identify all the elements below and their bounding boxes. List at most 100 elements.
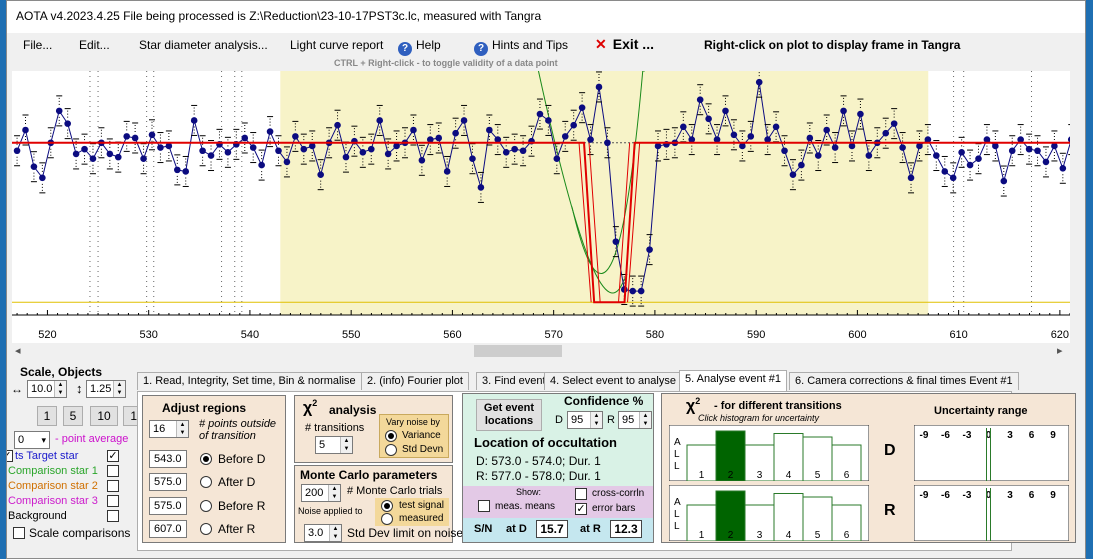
test-signal-radio[interactable] [381, 500, 393, 512]
menu-edit[interactable]: Edit... [79, 38, 110, 52]
menu-hints[interactable]: ? Hints and Tips [474, 38, 568, 56]
get-event-locations-button[interactable]: Get event locations [476, 399, 542, 431]
spinner-arrows-icon[interactable]: ▲ ▼ [329, 525, 341, 541]
confidence-d-input[interactable]: 95 ▲ ▼ [567, 411, 603, 429]
monte-carlo-trials-input[interactable]: 200 ▲ ▼ [301, 484, 341, 502]
data-point [680, 123, 687, 131]
uncertainty-tick-label: 6 [1029, 430, 1035, 441]
plot-scrollbar[interactable]: ◂ ▸ [12, 343, 1070, 359]
spinner-arrows-icon[interactable]: ▲ ▼ [639, 412, 651, 428]
x-tick-label: 540 [241, 329, 259, 341]
data-point [89, 155, 97, 163]
object-checkbox[interactable] [107, 495, 119, 507]
tab-2[interactable]: 2. (info) Fourier plot [361, 372, 469, 390]
chi-symbol: χ2 [303, 398, 318, 417]
points-outside-input[interactable]: 16 ▲ ▼ [149, 420, 189, 438]
y-scale-input[interactable]: 1.25 ▲ ▼ [86, 380, 126, 398]
x-tick-label: 560 [443, 329, 461, 341]
object-checkbox[interactable] [107, 510, 119, 522]
cross-corrln-checkbox[interactable] [575, 488, 587, 500]
spinner-arrows-icon[interactable]: ▲ ▼ [176, 421, 188, 437]
data-point [1034, 147, 1041, 155]
histogram-bin-label: 1 [699, 470, 705, 481]
window-title: AOTA v4.2023.4.25 File being processed i… [16, 9, 542, 23]
location-of-occultation-title: Location of occultation [474, 435, 617, 450]
zoom-1-button[interactable]: 1 [37, 406, 57, 426]
uncertainty-tick-label: 0 [986, 490, 992, 501]
menu-star-diameter[interactable]: Star diameter analysis... [139, 38, 268, 52]
data-point [595, 83, 603, 91]
x-scale-input[interactable]: 10.0 ▲ ▼ [27, 380, 67, 398]
std-devn-label: Std Devn [402, 444, 444, 455]
std-devn-radio[interactable] [385, 444, 397, 456]
measured-radio[interactable] [381, 513, 393, 525]
data-point [55, 107, 63, 115]
region-value-field[interactable]: 607.0 [149, 520, 187, 538]
histogram-bar [715, 430, 746, 481]
confidence-r-input[interactable]: 95 ▲ ▼ [618, 411, 652, 429]
uncertainty-tick-label: -9 [920, 490, 929, 501]
uncertainty-range-d[interactable]: -9 -6 -3 0 3 6 9 [914, 425, 1069, 481]
x-tick-label: 610 [949, 329, 967, 341]
region-radio[interactable] [200, 523, 212, 535]
meas-means-checkbox[interactable] [478, 500, 490, 512]
data-point [536, 110, 544, 118]
data-point [587, 136, 594, 143]
object-checkbox[interactable] [107, 465, 119, 477]
zoom-5-button[interactable]: 5 [63, 406, 83, 426]
tab-1[interactable]: 1. Read, Integrity, Set time, Bin & norm… [137, 372, 362, 390]
point-average-select[interactable]: 0 ▾ [14, 431, 50, 449]
histogram-bin-label: 4 [786, 470, 792, 481]
menu-exit[interactable]: ✕ Exit ... [595, 36, 654, 52]
std-dev-limit-input[interactable]: 3.0 ▲ ▼ [304, 524, 342, 542]
light-curve-svg[interactable]: 520 530 540 550 560 570 580 590 600 610 620 [12, 66, 1083, 343]
menu-file[interactable]: File... [23, 38, 53, 52]
uncertainty-range-r[interactable]: -9 -6 -3 0 3 6 9 [914, 485, 1069, 541]
fit-curve [571, 70, 645, 274]
object-label: Background [8, 510, 67, 522]
region-radio[interactable] [200, 476, 212, 488]
data-point [72, 150, 80, 158]
scroll-left-icon[interactable]: ◂ [15, 345, 21, 357]
histogram-bin-label: 3 [757, 530, 763, 541]
zoom-10-button[interactable]: 10 [90, 406, 118, 426]
data-point [840, 107, 847, 115]
data-point [182, 168, 190, 175]
data-point [494, 136, 502, 143]
histogram-all-label: L [674, 509, 680, 520]
transitions-input[interactable]: 5 ▲ ▼ [315, 436, 353, 454]
scrollbar-thumb[interactable] [474, 345, 562, 357]
target-star-leading-checkbox[interactable]: ✓ [7, 450, 13, 462]
x-tick-label: 520 [38, 329, 56, 341]
scroll-right-icon[interactable]: ▸ [1057, 345, 1063, 357]
spinner-arrows-icon[interactable]: ▲ ▼ [113, 381, 125, 397]
object-checkbox[interactable] [107, 480, 119, 492]
object-label: Comparison star 1 [8, 465, 98, 477]
tab-4[interactable]: 4. Select event to analyse [544, 372, 682, 390]
variance-radio[interactable] [385, 430, 397, 442]
menu-light-curve-report[interactable]: Light curve report [290, 38, 384, 52]
spinner-arrows-icon[interactable]: ▲ ▼ [340, 437, 352, 453]
region-value-field[interactable]: 543.0 [149, 450, 187, 468]
scale-comparisons-checkbox[interactable] [13, 527, 25, 539]
menu-help[interactable]: ? Help [398, 38, 441, 56]
region-value-field[interactable]: 575.0 [149, 497, 187, 515]
region-value-field[interactable]: 575.0 [149, 473, 187, 491]
confidence-r-label: R [607, 414, 615, 426]
tab-6[interactable]: 6. Camera corrections & final times Even… [789, 372, 1019, 390]
region-radio[interactable] [200, 453, 212, 465]
region-radio[interactable] [200, 500, 212, 512]
tab-5[interactable]: 5. Analyse event #1 [679, 370, 788, 391]
signal-to-noise: S/N at D 15.7 at R 12.3 [463, 518, 653, 542]
spinner-arrows-icon[interactable]: ▲ ▼ [590, 412, 602, 428]
spinner-arrows-icon[interactable]: ▲ ▼ [328, 485, 340, 501]
light-curve-plot[interactable]: 520 530 540 550 560 570 580 590 600 610 620 [12, 66, 1083, 343]
object-checkbox[interactable]: ✓ [107, 450, 119, 462]
spinner-arrows-icon[interactable]: ▲ ▼ [54, 381, 66, 397]
data-point [1025, 145, 1033, 153]
data-point [848, 142, 856, 150]
object-label: Comparison star 3 [8, 495, 98, 507]
error-bars-checkbox[interactable]: ✓ [575, 503, 587, 515]
